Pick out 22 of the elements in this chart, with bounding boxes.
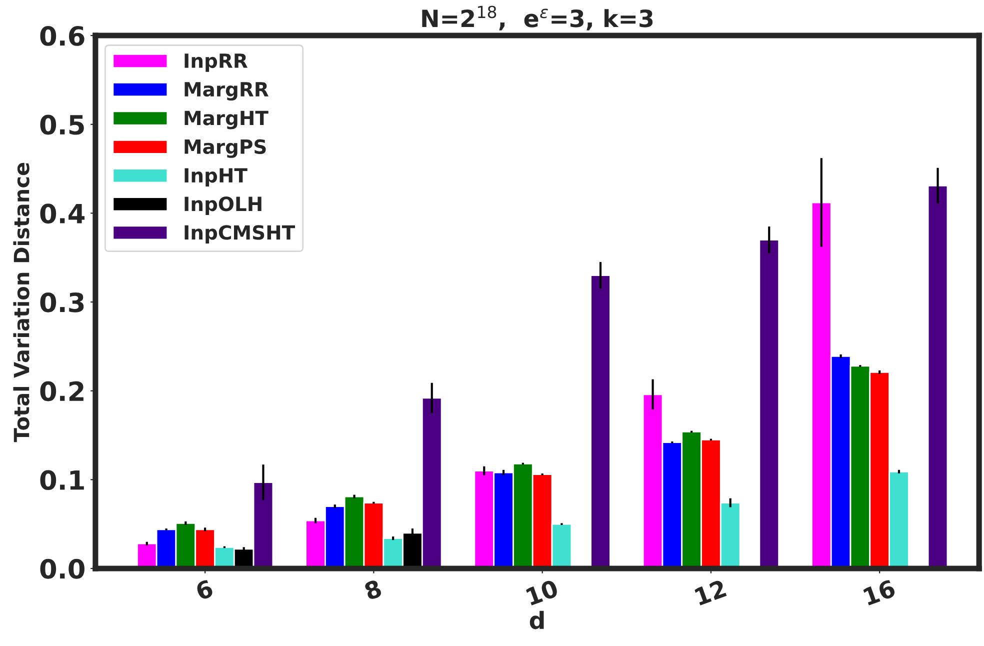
- y-tick-label: 0.1: [40, 470, 84, 490]
- x-tick-label: 16: [862, 579, 896, 606]
- legend-label: MargRR: [184, 82, 268, 101]
- y-tick-label: 0.2: [40, 381, 84, 402]
- y-tick-label: 0.0: [40, 558, 84, 579]
- y-tick-label: 0.6: [40, 26, 84, 46]
- x-tick-label: 6: [194, 579, 214, 600]
- x-tick-label: 8: [364, 579, 382, 600]
- legend-label: InpHT: [184, 168, 248, 186]
- legend-label: InpRR: [184, 54, 248, 72]
- y-axis-title: Total Variation Distance: [13, 162, 30, 442]
- legend-label: InpCMSHT: [184, 225, 295, 244]
- legend-label: InpOLH: [184, 196, 262, 216]
- x-tick-label: 10: [526, 578, 560, 606]
- legend-label: MargHT: [184, 110, 268, 130]
- legend-label: MargPS: [184, 139, 266, 158]
- x-axis-title: d: [530, 610, 544, 630]
- chart-title: N=2$^{18}$, e$^{ε}$=3, k=3: [422, 6, 653, 30]
- x-tick-label: 12: [694, 579, 727, 606]
- y-tick-label: 0.4: [40, 204, 85, 224]
- y-tick-label: 0.5: [40, 114, 84, 135]
- y-tick-label: 0.3: [40, 292, 84, 312]
